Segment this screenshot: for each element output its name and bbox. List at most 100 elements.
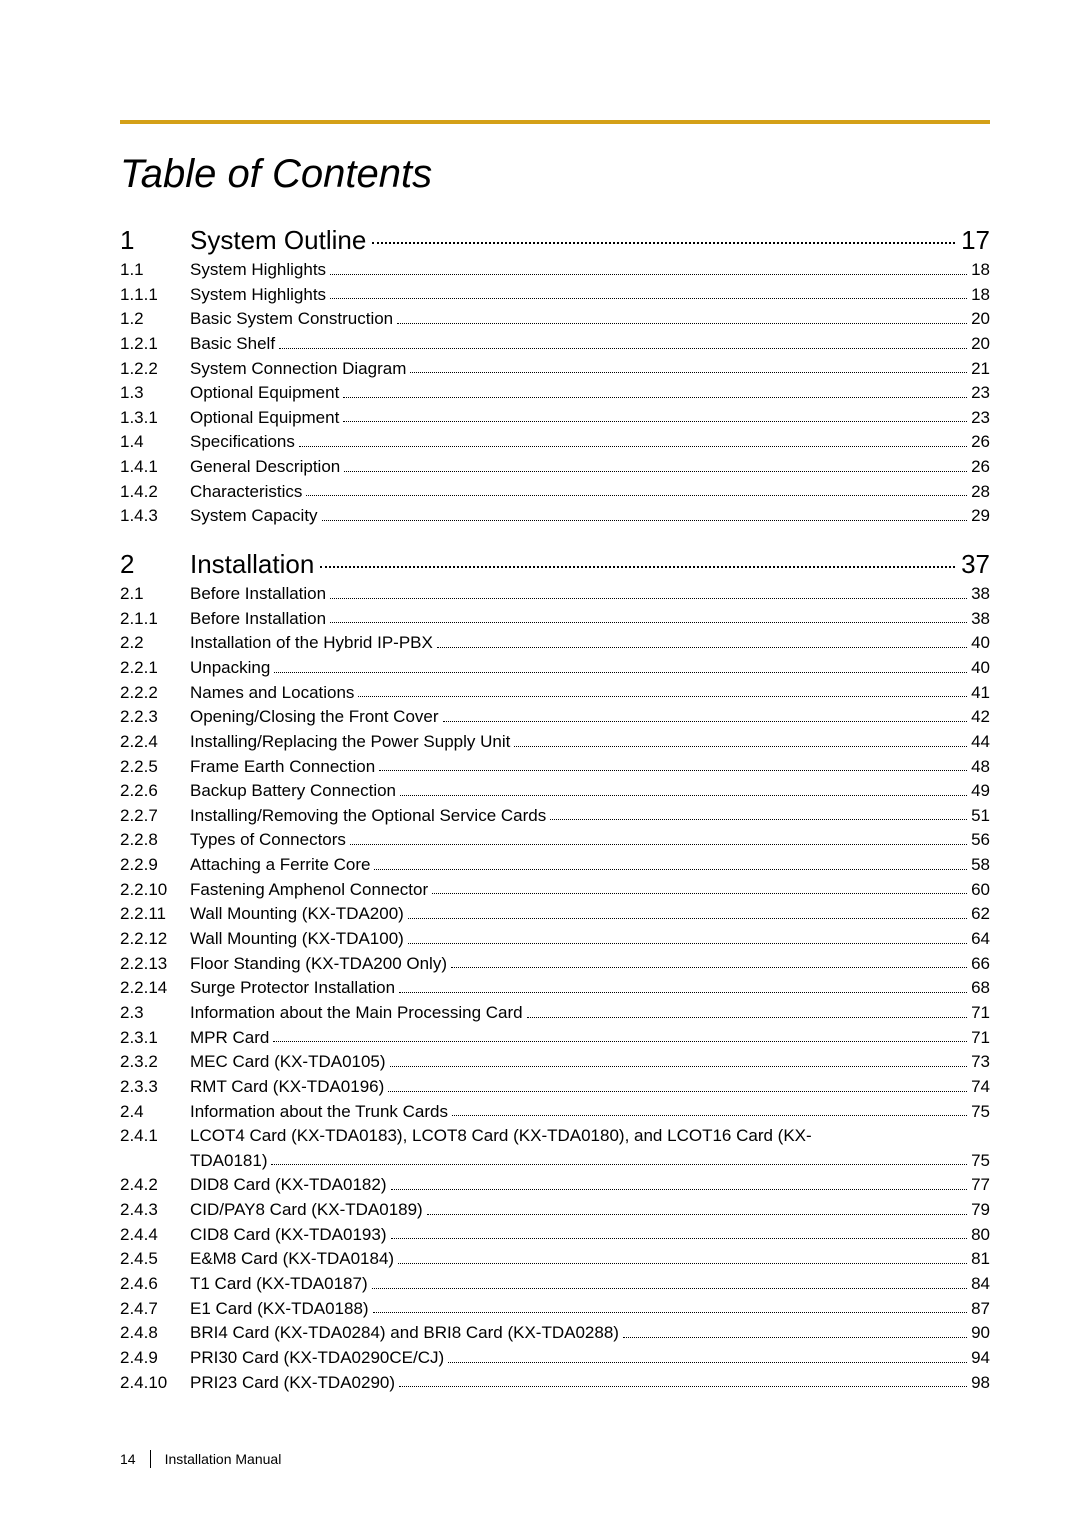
toc-entry[interactable]: 2.3.2MEC Card (KX-TDA0105)73 (120, 1050, 990, 1075)
toc-entry-page: 49 (971, 779, 990, 804)
toc-leader-dots (273, 1041, 967, 1042)
toc-entry-label: System Highlights (190, 258, 326, 283)
toc-entry-label: Surge Protector Installation (190, 976, 395, 1001)
toc-section-page: 17 (961, 225, 990, 256)
toc-entry-num: 2.3.1 (120, 1026, 190, 1051)
toc-entry-num: 2.2.10 (120, 878, 190, 903)
toc-entry[interactable]: 2.2.7Installing/Removing the Optional Se… (120, 804, 990, 829)
toc-section-num: 2 (120, 549, 190, 580)
toc-entry-page: 66 (971, 952, 990, 977)
toc-entry-label: General Description (190, 455, 340, 480)
toc-entry-label: CID/PAY8 Card (KX-TDA0189) (190, 1198, 423, 1223)
toc-entry-label: Installing/Replacing the Power Supply Un… (190, 730, 510, 755)
toc-entry-label: TDA0181) (190, 1149, 267, 1174)
toc-entry-num: 2.4.2 (120, 1173, 190, 1198)
toc-entry[interactable]: 2.2.14Surge Protector Installation68 (120, 976, 990, 1001)
toc-entry-label: MPR Card (190, 1026, 269, 1051)
toc-entry[interactable]: 2.2.3Opening/Closing the Front Cover42 (120, 705, 990, 730)
toc-entry[interactable]: 2.4.2DID8 Card (KX-TDA0182)77 (120, 1173, 990, 1198)
toc-entry[interactable]: 2.2.2Names and Locations41 (120, 681, 990, 706)
toc-entry[interactable]: 2.3.3RMT Card (KX-TDA0196)74 (120, 1075, 990, 1100)
toc-entry[interactable]: 1.3Optional Equipment23 (120, 381, 990, 406)
toc-entry[interactable]: 1.2.2System Connection Diagram21 (120, 357, 990, 382)
toc-leader-dots (397, 323, 967, 324)
toc-entry-num: 2.2.11 (120, 902, 190, 927)
toc-entry-num: 2.1.1 (120, 607, 190, 632)
toc-entry[interactable]: 1.4.2Characteristics28 (120, 480, 990, 505)
toc-entry[interactable]: 2.2.12Wall Mounting (KX-TDA100)64 (120, 927, 990, 952)
toc-entry[interactable]: 2.2.6Backup Battery Connection49 (120, 779, 990, 804)
toc-entry[interactable]: 1.2Basic System Construction20 (120, 307, 990, 332)
toc-entry-label: Basic System Construction (190, 307, 393, 332)
toc-entry[interactable]: 2.2.4Installing/Replacing the Power Supp… (120, 730, 990, 755)
toc-entry[interactable]: 2.4.7E1 Card (KX-TDA0188)87 (120, 1297, 990, 1322)
toc-entry-page: 75 (971, 1100, 990, 1125)
toc-entry-label: LCOT4 Card (KX-TDA0183), LCOT8 Card (KX-… (190, 1124, 812, 1149)
toc-entry[interactable]: 2.2.1Unpacking40 (120, 656, 990, 681)
table-of-contents: 1System Outline 171.1System Highlights18… (120, 225, 990, 1395)
toc-leader-dots (330, 598, 967, 599)
toc-leader-dots (299, 446, 967, 447)
toc-entry-page: 26 (971, 430, 990, 455)
toc-entry-page: 21 (971, 357, 990, 382)
toc-entry[interactable]: 2.2.5Frame Earth Connection48 (120, 755, 990, 780)
toc-entry-page: 79 (971, 1198, 990, 1223)
toc-entry-num: 2.2.8 (120, 828, 190, 853)
toc-entry-page: 62 (971, 902, 990, 927)
toc-entry-label: PRI30 Card (KX-TDA0290CE/CJ) (190, 1346, 444, 1371)
toc-entry[interactable]: 2.4Information about the Trunk Cards75 (120, 1100, 990, 1125)
toc-entry-continuation[interactable]: TDA0181)75 (120, 1149, 990, 1174)
toc-entry-num: 2.2.13 (120, 952, 190, 977)
toc-entry[interactable]: 1.1System Highlights18 (120, 258, 990, 283)
toc-section[interactable]: 2Installation 37 (120, 549, 990, 580)
toc-entry-label: Basic Shelf (190, 332, 275, 357)
toc-entry[interactable]: 2.4.3CID/PAY8 Card (KX-TDA0189) 79 (120, 1198, 990, 1223)
toc-entry[interactable]: 2.2.9Attaching a Ferrite Core58 (120, 853, 990, 878)
toc-entry[interactable]: 1.4.1General Description26 (120, 455, 990, 480)
toc-leader-dots (427, 1214, 967, 1215)
toc-leader-dots (279, 348, 967, 349)
toc-entry[interactable]: 2.2.13Floor Standing (KX-TDA200 Only)66 (120, 952, 990, 977)
toc-entry-num: 2.3.3 (120, 1075, 190, 1100)
toc-entry[interactable]: 2.3Information about the Main Processing… (120, 1001, 990, 1026)
toc-entry[interactable]: 2.1Before Installation38 (120, 582, 990, 607)
toc-entry[interactable]: 1.4.3System Capacity29 (120, 504, 990, 529)
toc-entry-label: CID8 Card (KX-TDA0193) (190, 1223, 387, 1248)
toc-entry[interactable]: 2.4.10PRI23 Card (KX-TDA0290)98 (120, 1371, 990, 1396)
toc-entry-page: 18 (971, 258, 990, 283)
toc-entry-num: 2.2.3 (120, 705, 190, 730)
toc-entry[interactable]: 2.4.9PRI30 Card (KX-TDA0290CE/CJ)94 (120, 1346, 990, 1371)
toc-entry-label: T1 Card (KX-TDA0187) (190, 1272, 368, 1297)
toc-entry[interactable]: 2.4.6T1 Card (KX-TDA0187)84 (120, 1272, 990, 1297)
toc-section-num: 1 (120, 225, 190, 256)
toc-entry[interactable]: 2.2.11Wall Mounting (KX-TDA200)62 (120, 902, 990, 927)
toc-entry[interactable]: 2.2Installation of the Hybrid IP-PBX40 (120, 631, 990, 656)
toc-leader-dots (330, 274, 967, 275)
toc-entry-num: 1.4.2 (120, 480, 190, 505)
toc-entry[interactable]: 2.2.8Types of Connectors56 (120, 828, 990, 853)
toc-entry-page: 73 (971, 1050, 990, 1075)
toc-entry[interactable]: 2.4.8BRI4 Card (KX-TDA0284) and BRI8 Car… (120, 1321, 990, 1346)
toc-entry[interactable]: 1.4Specifications26 (120, 430, 990, 455)
toc-entry-label: Attaching a Ferrite Core (190, 853, 370, 878)
toc-entry-label: Wall Mounting (KX-TDA100) (190, 927, 404, 952)
toc-entry[interactable]: 2.2.10Fastening Amphenol Connector60 (120, 878, 990, 903)
toc-entry-page: 26 (971, 455, 990, 480)
toc-entry[interactable]: 2.4.1LCOT4 Card (KX-TDA0183), LCOT8 Card… (120, 1124, 990, 1149)
toc-entry[interactable]: 1.3.1Optional Equipment23 (120, 406, 990, 431)
toc-entry-label: Installation of the Hybrid IP-PBX (190, 631, 433, 656)
toc-entry-page: 84 (971, 1272, 990, 1297)
toc-entry-page: 44 (971, 730, 990, 755)
toc-entry[interactable]: 2.4.5E&M8 Card (KX-TDA0184)81 (120, 1247, 990, 1272)
toc-entry-num: 2.2.7 (120, 804, 190, 829)
toc-entry[interactable]: 1.1.1System Highlights18 (120, 283, 990, 308)
page-title: Table of Contents (120, 152, 990, 197)
toc-leader-dots (451, 967, 967, 968)
toc-entry[interactable]: 2.1.1Before Installation38 (120, 607, 990, 632)
toc-entry[interactable]: 1.2.1Basic Shelf20 (120, 332, 990, 357)
toc-entry[interactable]: 2.4.4CID8 Card (KX-TDA0193)80 (120, 1223, 990, 1248)
toc-entry[interactable]: 2.3.1MPR Card71 (120, 1026, 990, 1051)
toc-section-label: Installation (190, 549, 314, 580)
toc-entry-num: 2.4.3 (120, 1198, 190, 1223)
toc-section[interactable]: 1System Outline 17 (120, 225, 990, 256)
